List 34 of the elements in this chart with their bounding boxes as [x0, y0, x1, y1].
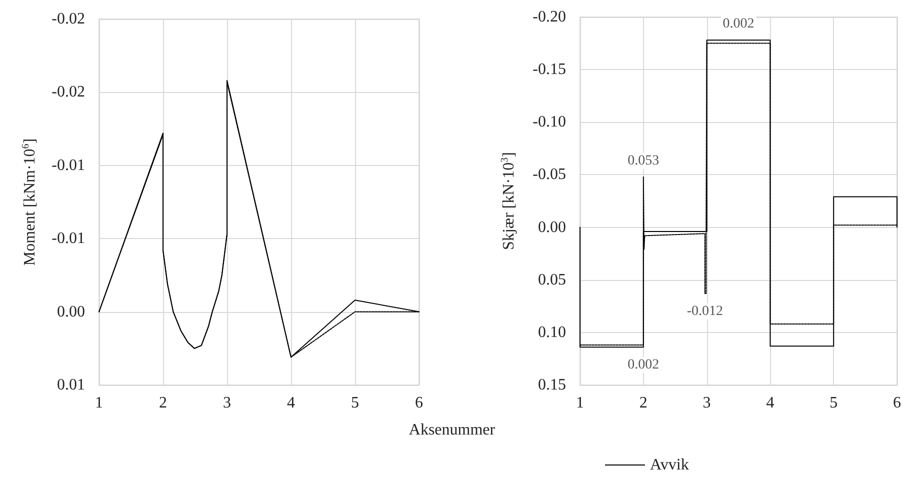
y-tick-label: 0.00 [57, 303, 85, 320]
y-axis-title: Moment [kNm·106] [20, 138, 38, 266]
x-tick-label: 6 [893, 394, 901, 412]
y-axis-title: Skjær [kN·103] [500, 152, 518, 250]
x-tick-label: 5 [351, 394, 359, 412]
y-tick-label: -0.20 [532, 8, 566, 26]
y-tick-label: -0.05 [532, 166, 566, 184]
x-tick-label: 1 [576, 394, 584, 412]
y-tick-label: -0.02 [52, 10, 85, 28]
x-tick-label: 3 [702, 394, 711, 412]
x-tick-label: 5 [830, 394, 838, 412]
y-tick-label: -0.15 [532, 61, 566, 78]
annotation: -0.012 [686, 304, 723, 320]
y-tick-label: 0.10 [538, 324, 566, 341]
x-tick-label: 4 [766, 394, 774, 412]
y-tick-label: 0.15 [538, 376, 566, 394]
y-tick-label: 0.00 [538, 218, 566, 236]
x-tick-label: 6 [415, 394, 423, 412]
y-tick-label: -0.01 [52, 230, 85, 248]
x-tick-label: 2 [159, 394, 167, 412]
x-tick-label: 3 [223, 394, 231, 412]
x-axis-title: Aksenummer [408, 422, 496, 438]
y-tick-label: -0.02 [52, 84, 85, 101]
annotation: 0.002 [628, 358, 660, 373]
x-tick-label: 4 [287, 394, 295, 412]
y-tick-label: 0.05 [538, 271, 566, 288]
annotation: 0.002 [722, 16, 754, 32]
x-tick-label: 1 [95, 394, 103, 412]
x-tick-label: 2 [639, 394, 648, 412]
y-tick-label: 0.01 [57, 376, 85, 394]
y-tick-label: -0.01 [52, 156, 85, 174]
y-tick-label: -0.10 [532, 114, 566, 131]
legend-label: Avvik [650, 456, 689, 474]
annotation: 0.053 [628, 153, 660, 168]
